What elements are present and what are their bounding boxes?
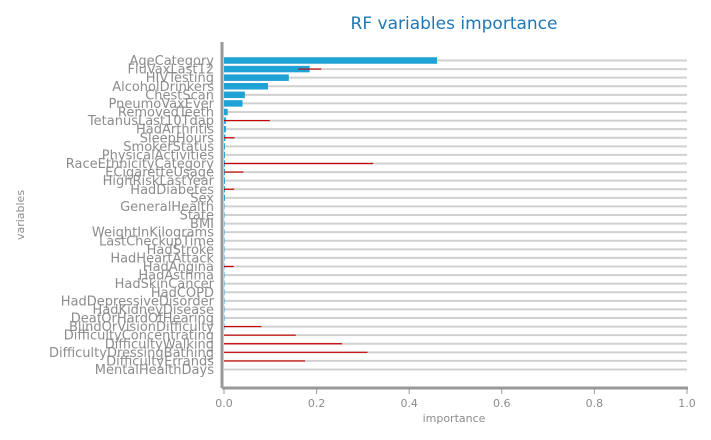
category-label: BlindOrVisionDifficulty — [69, 320, 214, 335]
bar — [224, 177, 225, 184]
bar — [224, 100, 243, 107]
category-label: DifficultyWalking — [105, 337, 214, 352]
bar — [224, 91, 245, 99]
bar — [224, 74, 289, 81]
category-label: HadAsthma — [138, 269, 214, 284]
bar — [224, 151, 225, 159]
category-label: HadArthritis — [136, 123, 214, 138]
category-label: HadDiabetes — [130, 183, 214, 198]
category-label: ECigaretteUsage — [105, 166, 214, 181]
category-label: HadKidneyDisease — [93, 303, 214, 318]
category-label: HadSkinCancer — [115, 277, 215, 292]
category-label: FluVaxLast12 — [128, 63, 215, 78]
bar — [224, 83, 268, 90]
x-tick-label: 0.2 — [308, 397, 326, 410]
chart-title: RF variables importance — [351, 14, 558, 34]
category-label: PhysicalActivities — [102, 148, 214, 163]
category-labels: AgeCategoryFluVaxLast12HIVTestingAlcohol… — [49, 54, 215, 378]
category-label: WeightInKilograms — [92, 226, 214, 241]
bar — [224, 143, 225, 150]
category-label: SleepHours — [140, 131, 214, 146]
bar — [224, 194, 225, 202]
x-tick-label: 0.4 — [400, 397, 418, 410]
x-tick-label: 0.6 — [493, 397, 511, 410]
bar — [224, 125, 226, 133]
bar — [224, 108, 228, 116]
category-label: State — [180, 209, 214, 224]
category-label: SmokerStatus — [123, 140, 214, 155]
category-label: HIVTesting — [146, 71, 214, 86]
gridlines — [224, 59, 687, 371]
category-label: HadAngina — [143, 260, 214, 275]
bar — [224, 57, 437, 64]
category-label: DifficultyConcentrating — [64, 329, 214, 344]
category-label: DifficultyErrands — [106, 354, 214, 369]
category-label: DeafOrHardOfHearing — [71, 312, 214, 327]
category-label: HadCOPD — [151, 286, 214, 301]
category-label: LastCheckupTime — [99, 234, 214, 249]
x-tick-label: 1.0 — [678, 397, 696, 410]
bar — [224, 65, 310, 73]
bars — [224, 57, 437, 330]
category-label: AgeCategory — [129, 54, 214, 69]
category-label: HadStroke — [147, 243, 214, 258]
category-label: GeneralHealth — [120, 200, 214, 215]
category-label: TetanusLast10Tdap — [87, 114, 214, 129]
category-label: RemovedTeeth — [118, 106, 214, 121]
error-bars — [224, 68, 374, 362]
x-tick-label: 0.8 — [586, 397, 604, 410]
x-ticks: 0.0 0.2 0.4 0.6 0.8 1.0 — [215, 389, 696, 410]
category-label: MentalHealthDays — [95, 363, 214, 378]
category-label: RaceEthnicityCategory — [66, 157, 214, 172]
x-tick-label: 0.0 — [215, 397, 233, 410]
y-axis-title: variables — [14, 190, 27, 240]
category-label: HadHeartAttack — [110, 251, 214, 266]
category-label: HadDepressiveDisorder — [61, 294, 215, 309]
category-label: HighRiskLastYear — [103, 174, 215, 189]
category-label: ChestScan — [145, 88, 214, 103]
category-label: PneumoVaxEver — [109, 97, 215, 112]
category-label: DifficultyDressingBathing — [49, 346, 214, 361]
category-label: AlcoholDrinkers — [112, 80, 214, 95]
category-label: BMI — [190, 217, 214, 232]
category-label: Sex — [190, 191, 214, 206]
x-axis-title: importance — [423, 412, 486, 425]
